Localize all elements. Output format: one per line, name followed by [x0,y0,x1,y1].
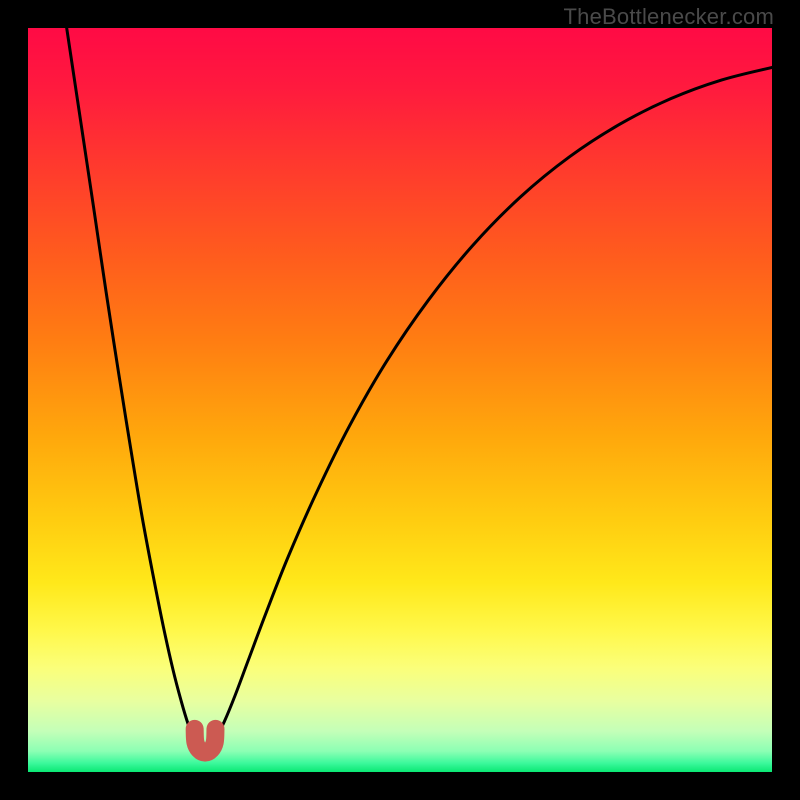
curve-right-branch [212,67,772,744]
curve-overlay [28,28,772,772]
watermark-text: TheBottlenecker.com [564,4,774,30]
chart-container: TheBottlenecker.com [0,0,800,800]
curve-left-branch [67,28,198,744]
valley-marker [195,729,216,753]
plot-frame [28,28,772,772]
